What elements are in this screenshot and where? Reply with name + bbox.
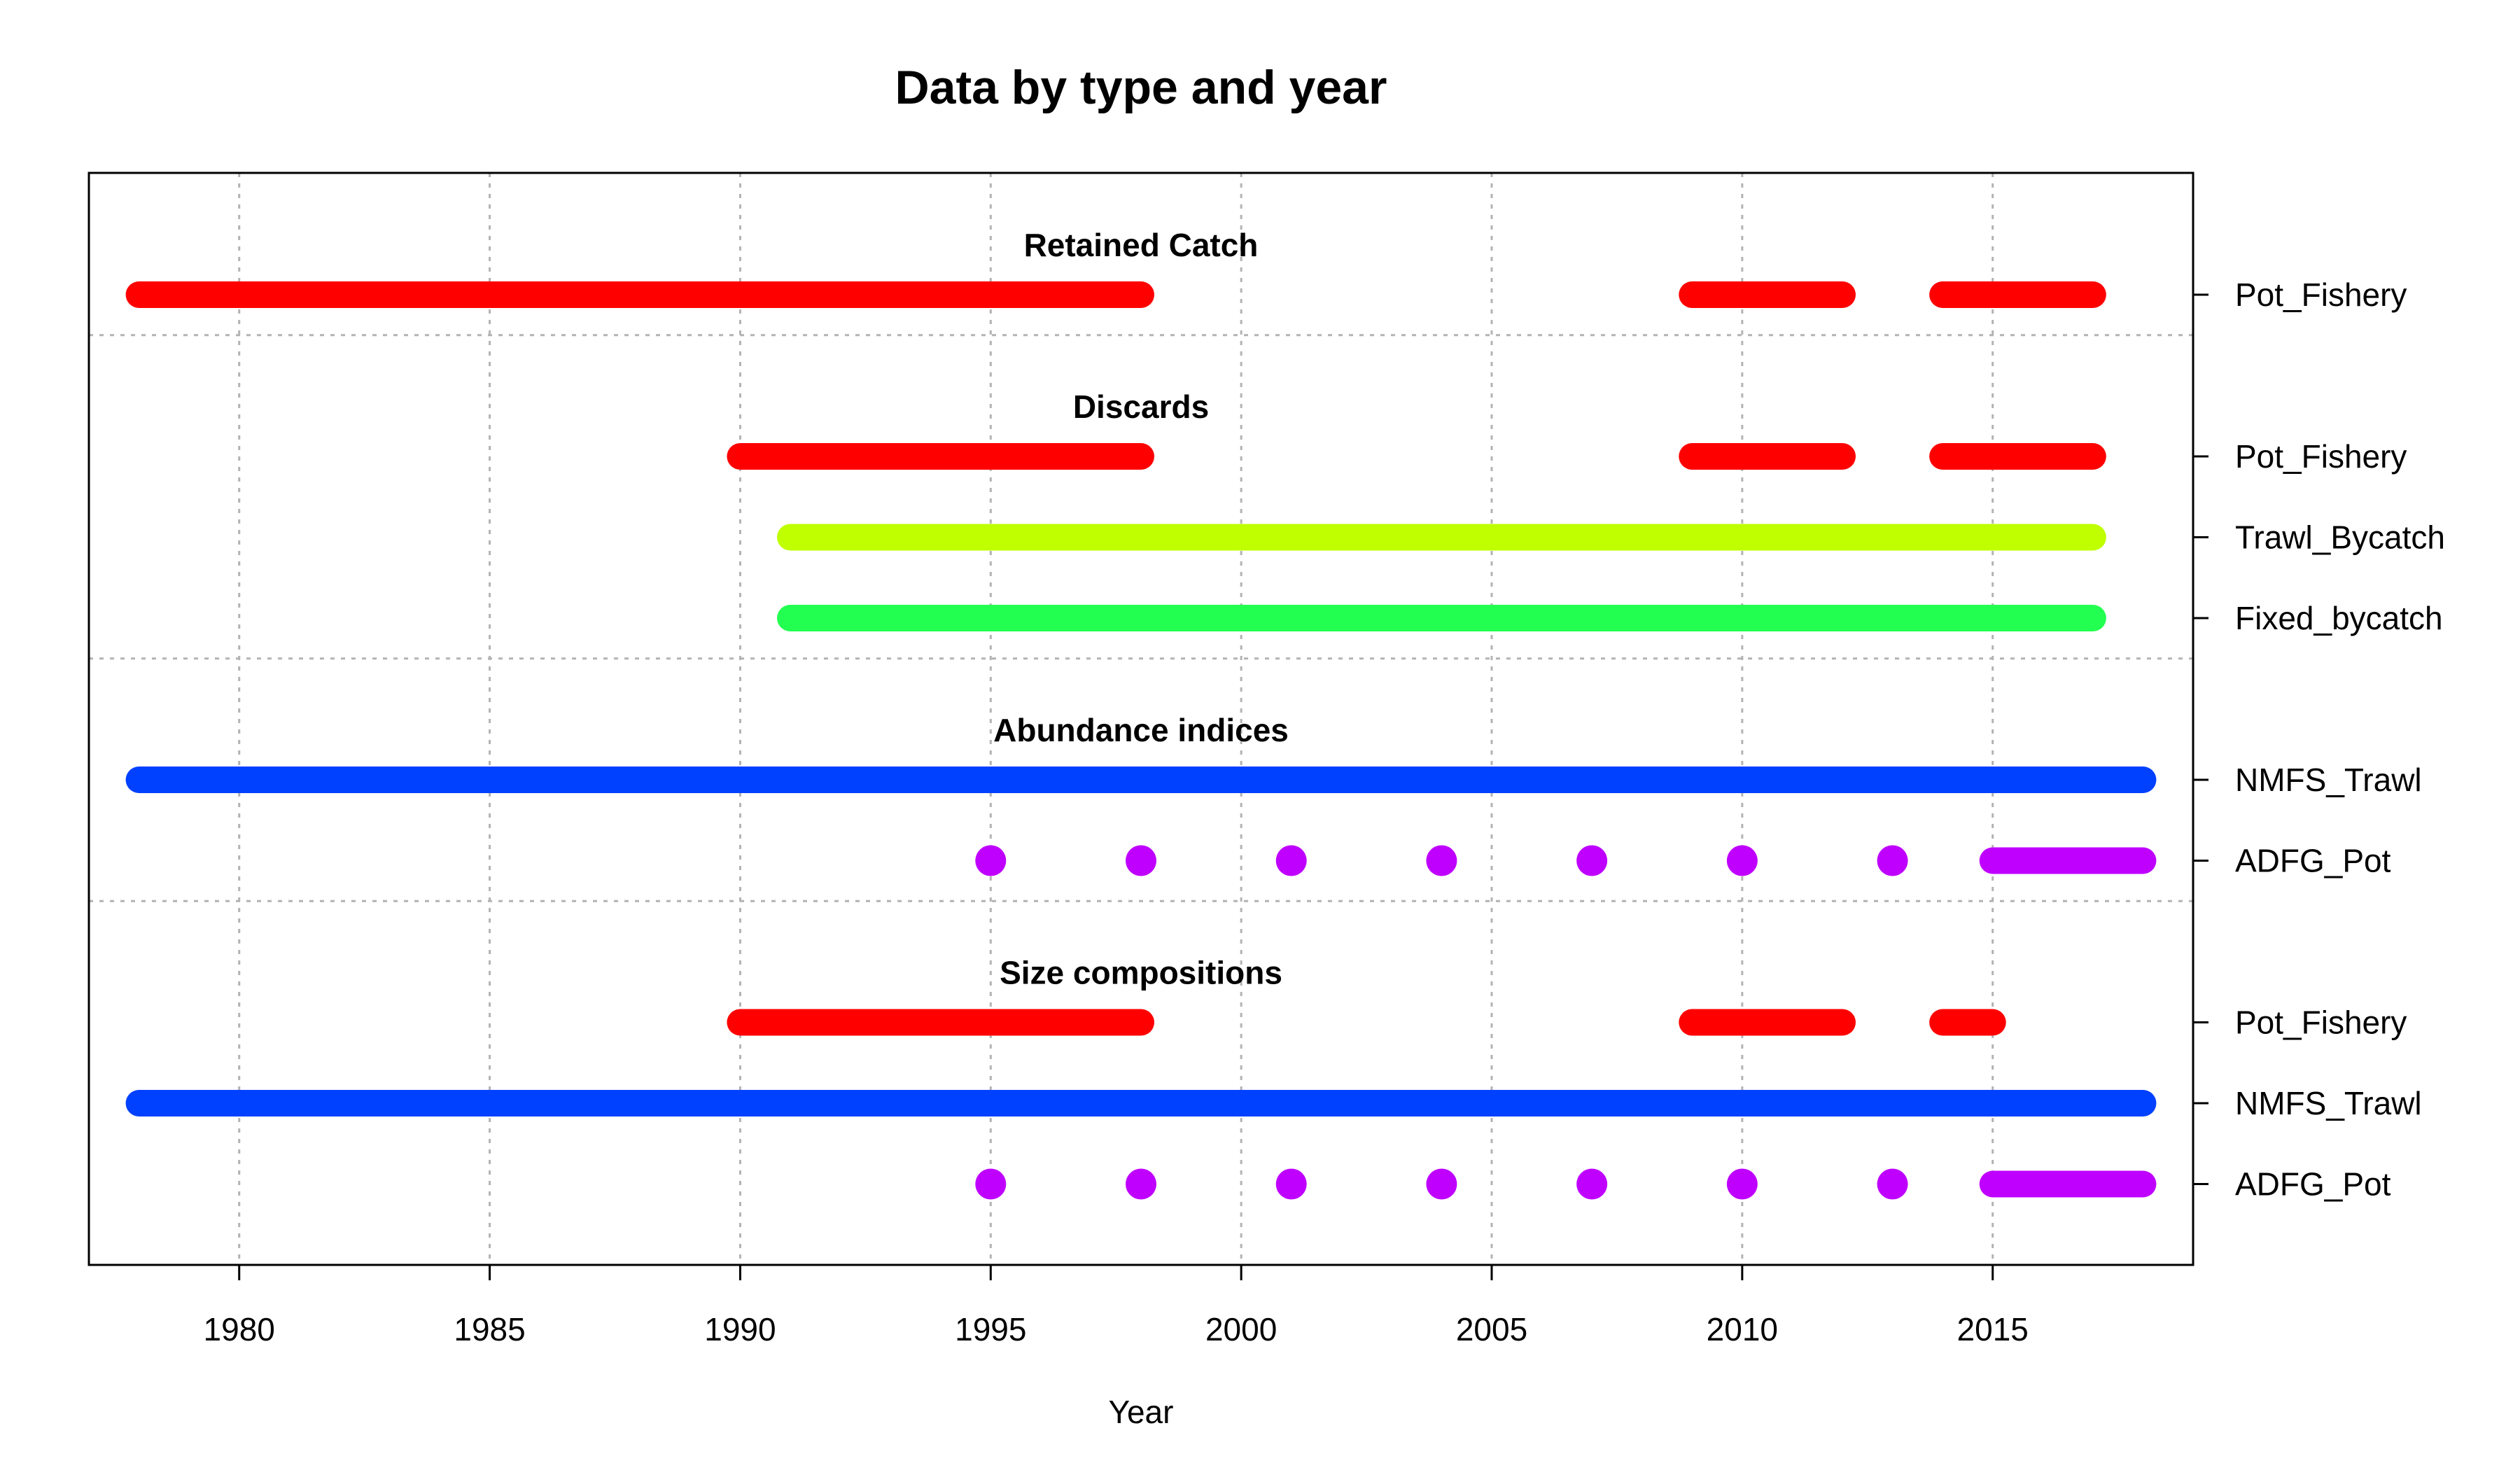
plot-frame [88, 172, 2194, 1266]
x-tick-label: 1995 [955, 1311, 1026, 1348]
data-point [1576, 1168, 1608, 1200]
row-label: ADFG_Pot [2235, 1166, 2391, 1203]
x-tick-label: 2005 [1456, 1311, 1527, 1348]
data-point [1126, 1168, 1156, 1200]
data-point [1275, 1168, 1307, 1200]
row-labels: Pot_Fishery Pot_Fishery Trawl_Bycatch Fixed… [2193, 276, 2445, 1203]
section-label: Retained Catch [1024, 227, 1259, 263]
x-tick-label: 2000 [1205, 1311, 1277, 1348]
row-label: NMFS_Trawl [2235, 762, 2422, 798]
data-point [1576, 845, 1608, 876]
x-tick-label: 2015 [1957, 1311, 2029, 1348]
section-labels: Retained Catch Discards Abundance indices S… [993, 227, 1289, 991]
x-axis-title: Year [1109, 1394, 1174, 1430]
x-axis: 1980 1985 1990 1995 2000 2005 2010 2015 [204, 1265, 2029, 1348]
data-marks [125, 281, 2157, 1200]
row-label: Pot_Fishery [2235, 438, 2407, 475]
row-label: NMFS_Trawl [2235, 1085, 2422, 1121]
row-label: Fixed_bycatch [2235, 600, 2443, 636]
row-label: Trawl_Bycatch [2235, 519, 2445, 556]
data-point [975, 845, 1007, 876]
data-point [1726, 1168, 1758, 1200]
section-separators [89, 334, 2193, 902]
x-tick-label: 1985 [454, 1311, 525, 1348]
row-label: ADFG_Pot [2235, 843, 2391, 879]
grid [238, 173, 1994, 1265]
row-label: Pot_Fishery [2235, 276, 2407, 313]
data-point [975, 1168, 1007, 1200]
data-point [1275, 845, 1307, 876]
data-point [1126, 845, 1156, 876]
x-tick-label: 2010 [1707, 1311, 1778, 1348]
data-point [1726, 845, 1758, 876]
data-point [1426, 845, 1457, 876]
chart-title: Data by type and year [895, 61, 1387, 114]
row-label: Pot_Fishery [2235, 1004, 2407, 1041]
section-label: Size compositions [1000, 955, 1282, 991]
section-label: Abundance indices [993, 712, 1289, 748]
x-tick-label: 1980 [204, 1311, 275, 1348]
data-point [1877, 1168, 1908, 1200]
data-point [1877, 845, 1908, 876]
x-tick-label: 1990 [704, 1311, 776, 1348]
data-point [1426, 1168, 1457, 1200]
section-label: Discards [1073, 388, 1209, 425]
